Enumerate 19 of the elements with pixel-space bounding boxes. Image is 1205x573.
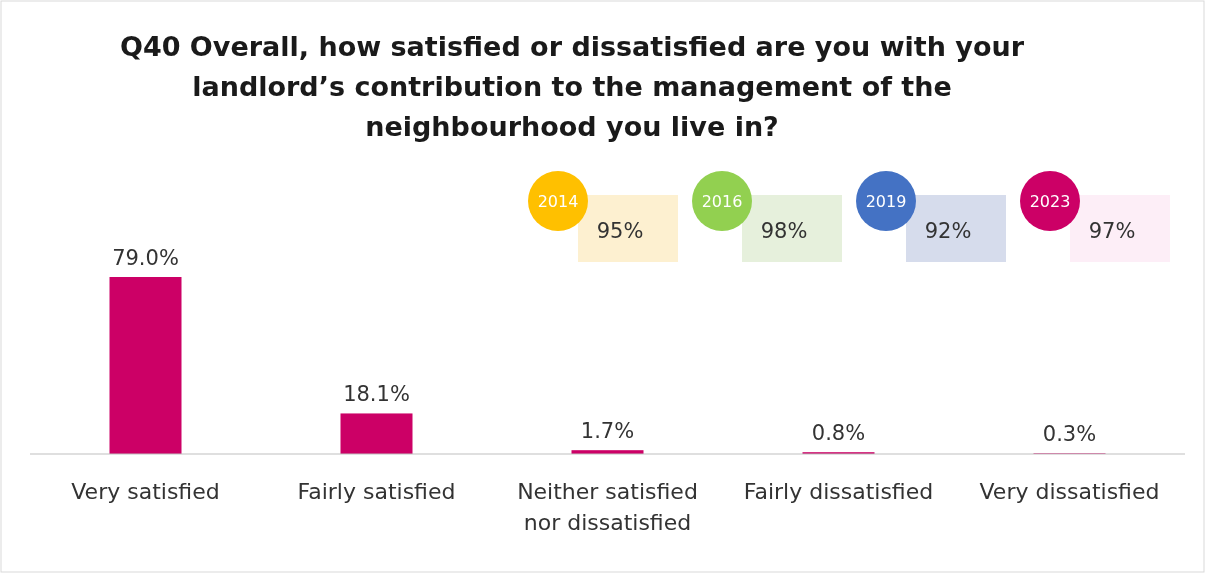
x-tick-label: Very dissatisfied [979,479,1160,504]
x-tick-label: Neither satisfied nor dissatisfied [517,479,698,535]
x-tick-label: Very satisfied [71,479,220,504]
data-label: 1.7% [580,419,635,444]
text: 2023 [1029,192,1071,211]
data-label: 0.3% [1042,422,1097,447]
text: 2016 [701,192,743,211]
text: 97% [1088,219,1136,243]
text: 2014 [537,192,579,211]
chart-title: Q40 Overall, how satisfied or dissatisfied are you with your landlord’s contribution to the management of the neighbourhood you live in? [119,31,1025,142]
data-label: 18.1% [343,382,410,407]
text: 2019 [865,192,907,211]
data-label: 79.0% [112,246,179,270]
text: 95% [596,219,644,243]
data-label: 0.8% [811,421,866,446]
x-tick-label: Fairly satisfied [297,479,456,504]
x-tick-label: Fairly dissatisfied [743,479,934,504]
text: 92% [924,219,972,243]
text: 98% [760,219,808,243]
